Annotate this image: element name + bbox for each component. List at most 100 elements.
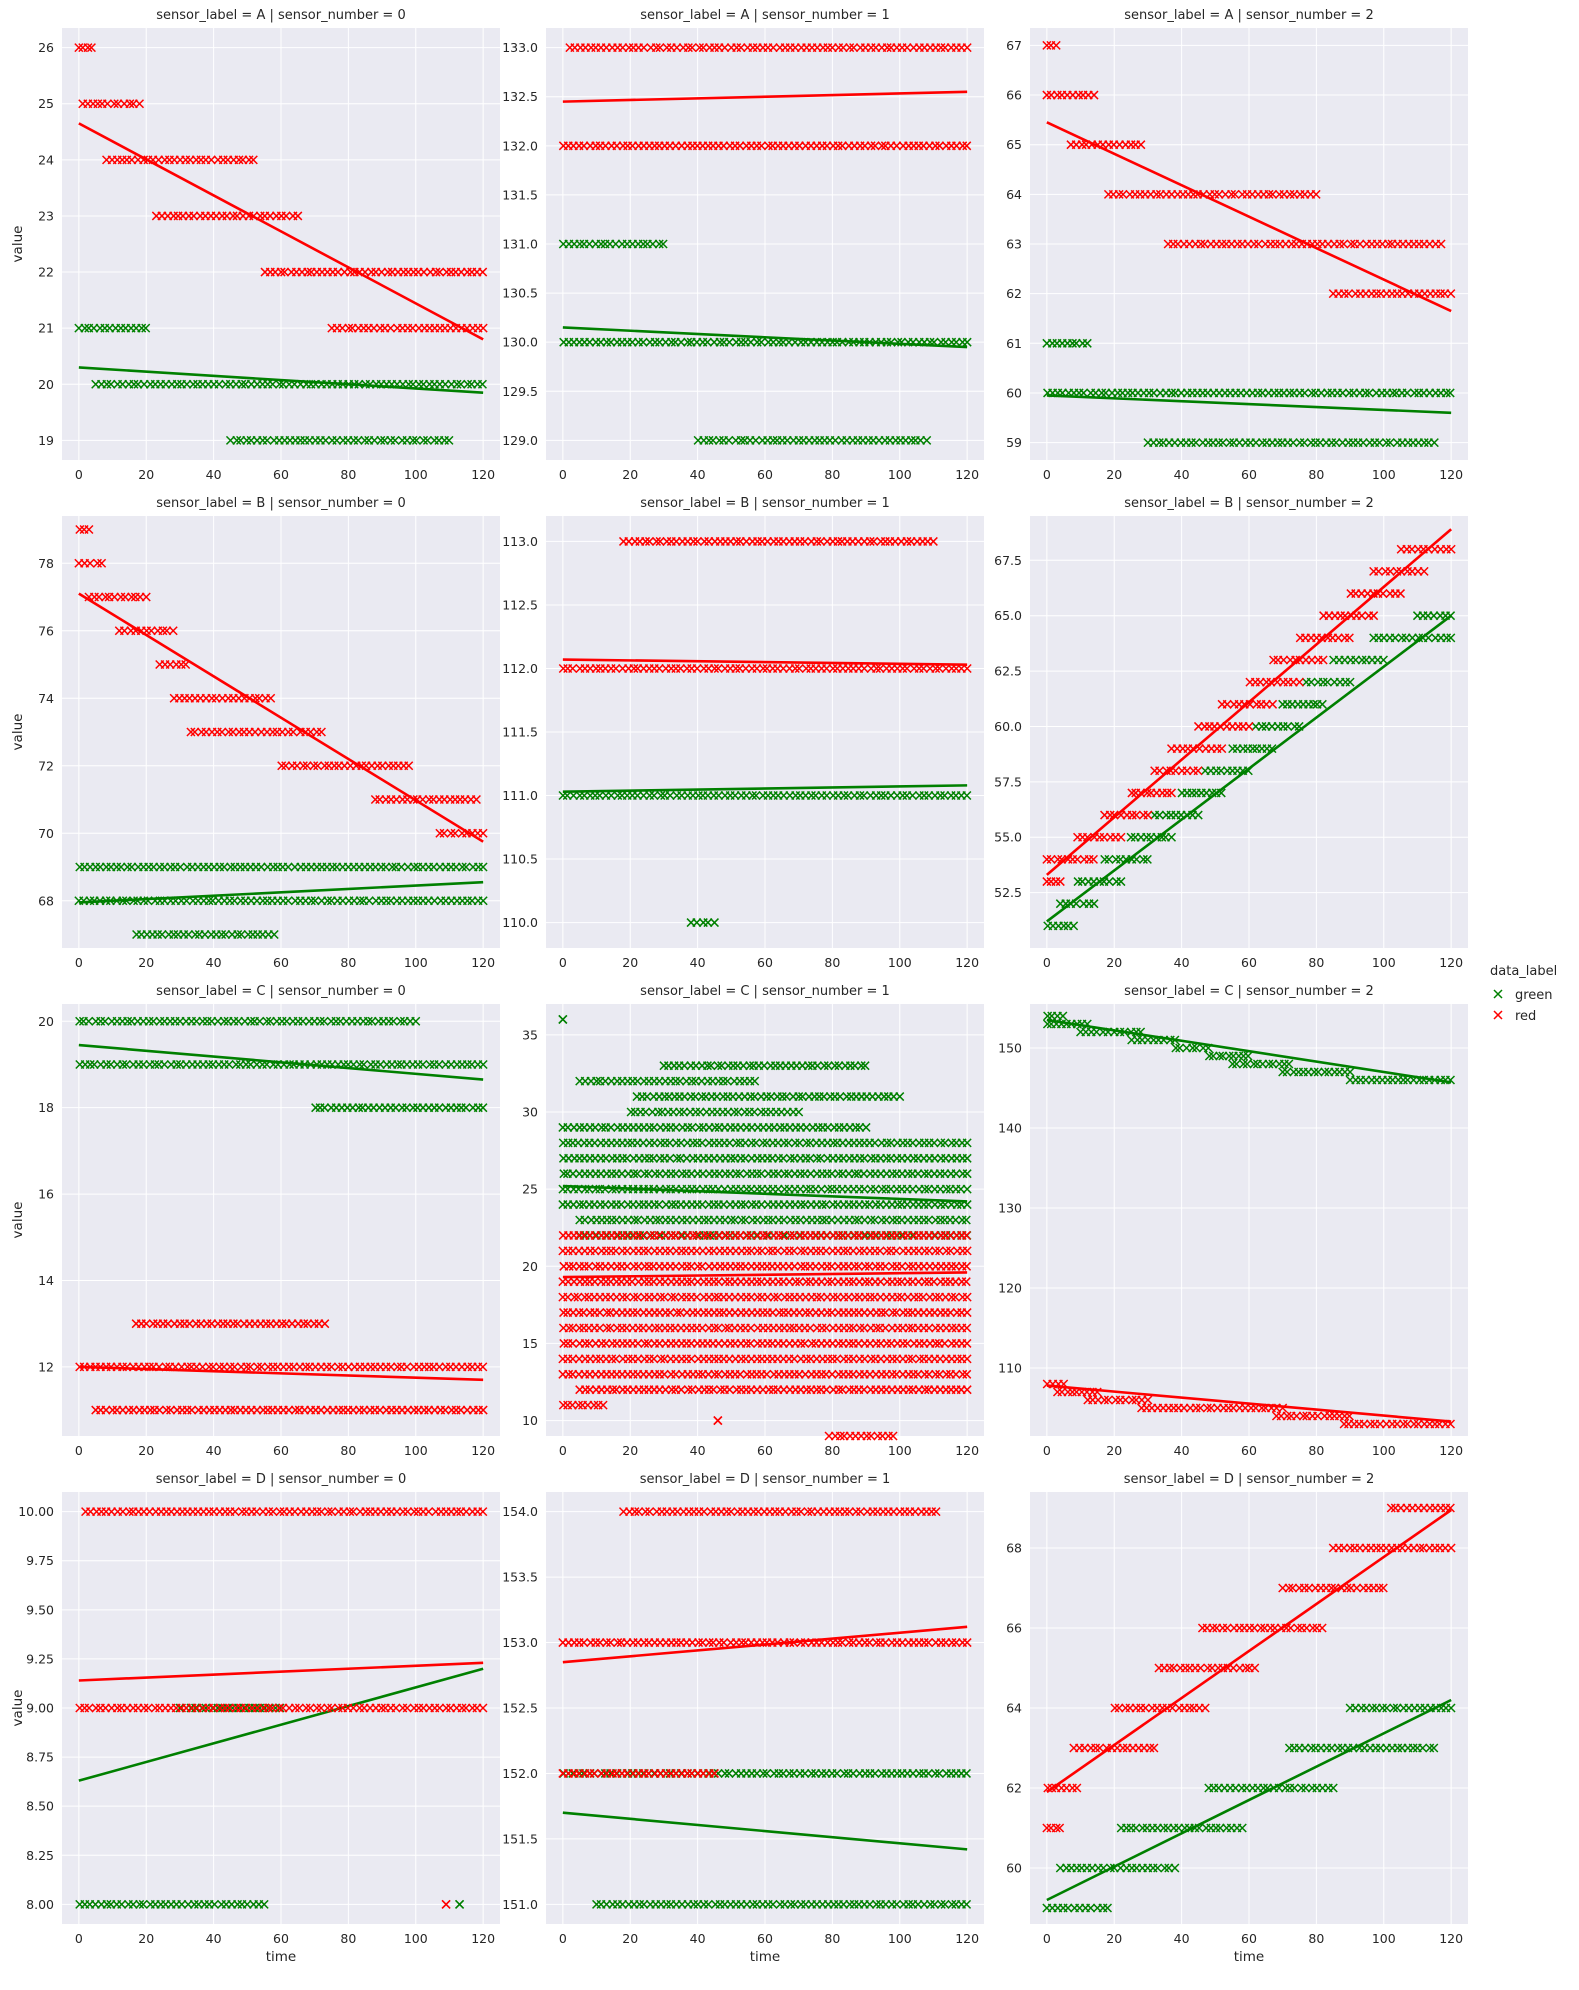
y-tick-label: 110.0 — [502, 915, 538, 930]
data-point — [1371, 289, 1382, 299]
data-point — [302, 761, 312, 771]
data-point — [390, 435, 400, 445]
x-tick-label: 80 — [1308, 467, 1324, 482]
x-tick-label: 80 — [1308, 1931, 1324, 1946]
data-point — [159, 1059, 169, 1070]
data-point — [1279, 655, 1289, 665]
data-point — [845, 43, 855, 53]
data-point — [1374, 438, 1385, 448]
y-tick-label: 66 — [1006, 88, 1022, 103]
data-point — [611, 663, 621, 674]
data-point — [393, 1059, 403, 1070]
data-point — [1299, 438, 1309, 448]
data-point — [1306, 677, 1316, 687]
panel-title: sensor_label = C | sensor_number = 2 — [1124, 984, 1374, 999]
data-point — [320, 1319, 330, 1329]
data-point — [1154, 438, 1164, 448]
x-tick-label: 100 — [404, 955, 428, 970]
data-point — [166, 1405, 176, 1415]
data-point — [1257, 721, 1267, 731]
data-point — [419, 267, 429, 277]
y-tick-label: 62 — [1006, 286, 1022, 301]
data-point — [163, 1319, 173, 1329]
regression-line-red — [78, 1365, 484, 1382]
y-tick-label: 67.5 — [994, 553, 1022, 568]
data-point — [106, 379, 116, 389]
data-point — [869, 536, 879, 546]
y-tick-label: 132.5 — [502, 89, 538, 104]
data-point — [898, 790, 908, 801]
y-tick-label: 132.0 — [502, 138, 538, 153]
data-point — [830, 1061, 840, 1071]
x-tick-label: 120 — [1439, 1443, 1463, 1458]
x-tick-label: 100 — [888, 1443, 912, 1458]
data-point — [1042, 40, 1052, 50]
data-point — [935, 790, 946, 801]
regression-line-red — [1046, 528, 1452, 876]
data-point — [906, 435, 916, 445]
data-point — [1126, 832, 1136, 842]
x-tick-label: 120 — [1439, 467, 1463, 482]
data-point — [224, 1059, 234, 1070]
y-tick-label: 63 — [1006, 237, 1022, 252]
y-tick-label: 22 — [38, 265, 54, 280]
data-point — [746, 337, 756, 347]
data-point — [439, 828, 449, 838]
data-point — [962, 141, 972, 151]
data-point — [127, 862, 137, 872]
x-tick-label: 80 — [824, 1931, 840, 1946]
data-point — [756, 337, 766, 347]
y-tick-label: 111.0 — [502, 788, 538, 803]
data-point — [962, 337, 972, 347]
data-point — [452, 379, 462, 389]
data-point — [1067, 338, 1078, 348]
data-point — [675, 663, 686, 674]
data-point — [688, 536, 698, 546]
data-point — [1441, 388, 1451, 398]
series-red — [74, 524, 488, 843]
data-point — [477, 379, 487, 389]
data-point — [1360, 388, 1370, 398]
data-point — [714, 790, 724, 801]
y-tick-label: 20 — [38, 377, 54, 392]
data-point — [1193, 766, 1203, 776]
data-point — [217, 929, 227, 940]
panel-title: sensor_label = A | sensor_number = 1 — [640, 8, 889, 23]
data-point — [837, 141, 847, 151]
data-point — [293, 211, 303, 221]
x-tick-label: 40 — [690, 1443, 706, 1458]
data-point — [303, 267, 313, 277]
data-point — [731, 536, 742, 546]
data-point — [74, 43, 84, 53]
data-point — [759, 1061, 769, 1071]
data-point — [185, 1319, 195, 1329]
data-point — [1346, 239, 1356, 249]
regression-line-red — [78, 592, 484, 843]
data-point — [823, 1061, 833, 1071]
data-point — [1268, 699, 1278, 709]
x-tick-label: 20 — [138, 955, 154, 970]
x-tick-label: 0 — [1043, 1931, 1051, 1946]
data-point — [715, 337, 725, 347]
data-point — [638, 239, 648, 249]
regression-line-green — [1046, 394, 1452, 415]
data-point — [1166, 788, 1177, 798]
y-tick-label: 112.0 — [502, 661, 538, 676]
y-tick-label: 9.25 — [26, 1651, 54, 1666]
data-point — [665, 790, 675, 801]
data-point — [276, 267, 286, 277]
data-point — [940, 790, 950, 801]
data-point — [280, 267, 290, 277]
y-tick-label: 154.0 — [502, 1504, 538, 1519]
data-point — [190, 727, 200, 737]
data-point — [396, 862, 406, 872]
data-point — [1357, 655, 1367, 665]
data-point — [1116, 832, 1126, 842]
data-point — [1358, 438, 1368, 448]
data-point — [877, 141, 887, 151]
data-point — [1230, 189, 1240, 199]
x-tick-label: 120 — [471, 955, 495, 970]
y-tick-label: 8.50 — [26, 1799, 54, 1814]
y-tick-label: 9.75 — [26, 1553, 54, 1568]
data-point — [204, 1362, 214, 1372]
